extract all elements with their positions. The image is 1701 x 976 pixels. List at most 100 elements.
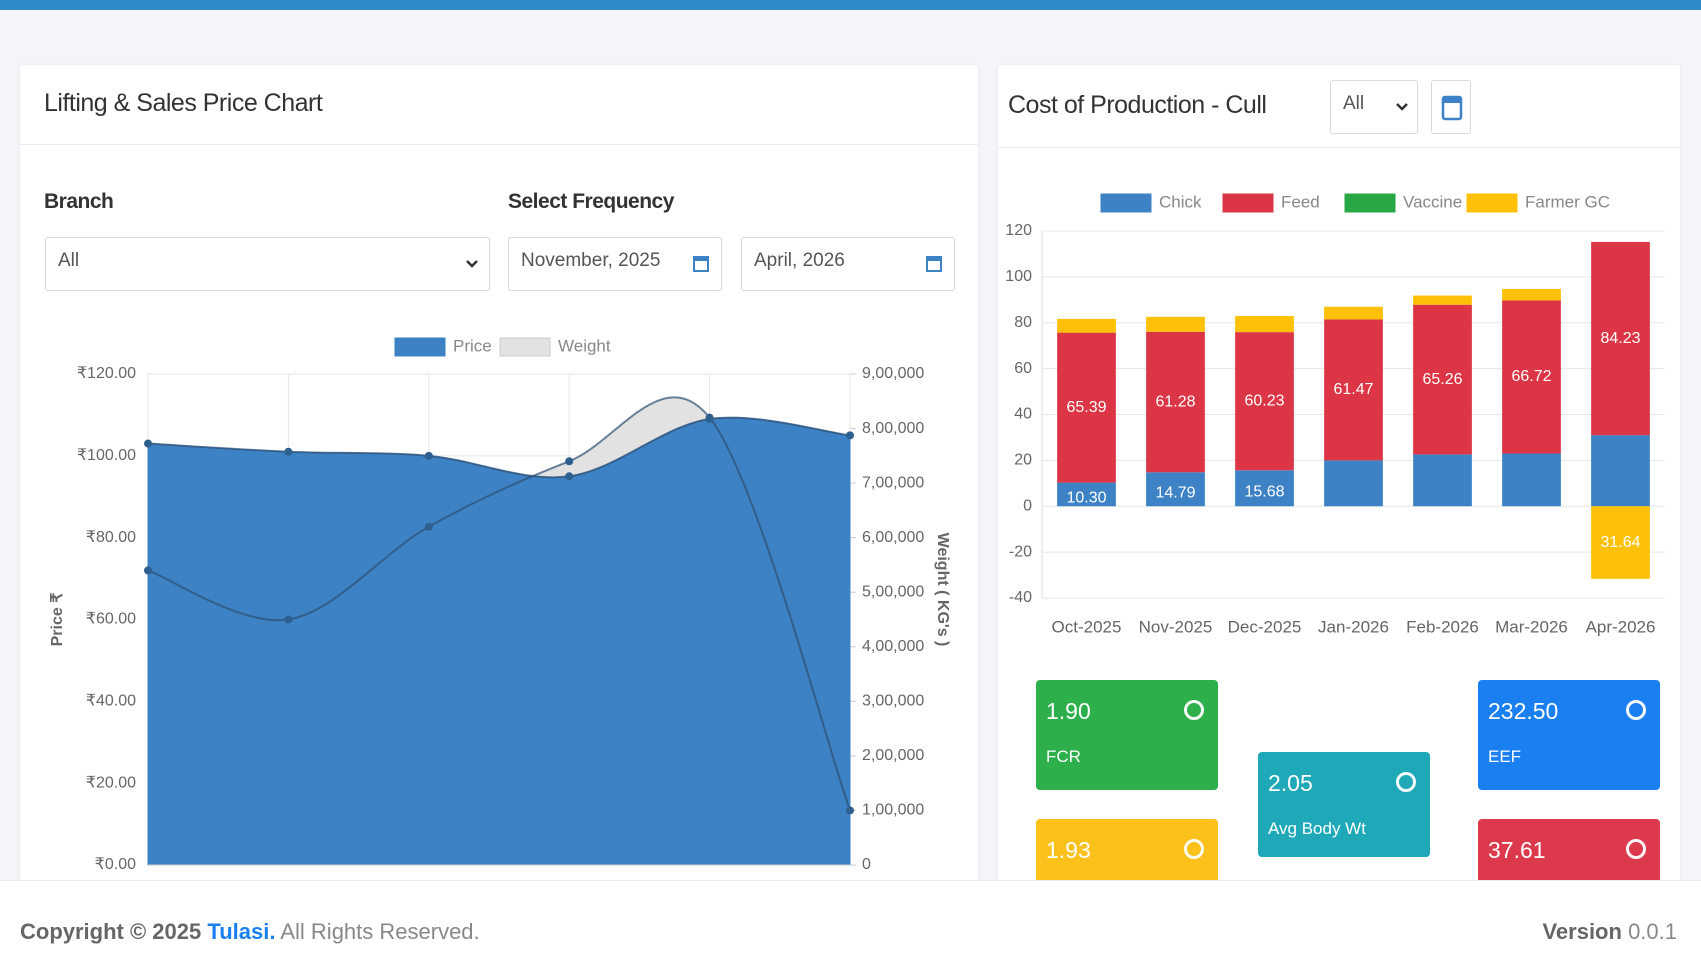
chevron — [1396, 103, 1408, 111]
bar-segment — [1235, 316, 1294, 333]
rights: All Rights Reserved. — [280, 919, 480, 944]
stat-card: 232.50 EEF — [1478, 680, 1660, 790]
chevron — [466, 260, 478, 268]
card-value: 2.05 — [1268, 770, 1313, 796]
calendar-button[interactable] — [1431, 80, 1471, 134]
bar-segment — [1057, 332, 1116, 483]
y-tick-label: 40 — [1014, 406, 1032, 423]
card-icon — [1626, 700, 1646, 720]
y-tick-label: ₹100.00 — [77, 447, 136, 464]
legend-label: Farmer GC — [1525, 192, 1610, 211]
legend-swatch — [499, 337, 551, 357]
y-tick-label: ₹80.00 — [86, 529, 136, 546]
data-label: 60.23 — [1244, 392, 1284, 409]
data-label: 65.39 — [1066, 399, 1106, 416]
bar-segment — [1413, 295, 1472, 305]
data-label: 15.68 — [1244, 483, 1284, 500]
brand-link[interactable]: Tulasi. — [207, 919, 276, 944]
y-tick-label: 80 — [1014, 314, 1032, 331]
footer: Copyright © 2025 Tulasi. All Rights Rese… — [0, 880, 1701, 976]
point — [424, 451, 433, 460]
bar-segment — [1413, 454, 1472, 507]
point — [846, 431, 854, 440]
point — [565, 457, 574, 466]
bar-segment — [1057, 318, 1116, 333]
bar-segment — [1146, 472, 1205, 507]
y-tick-label: 120 — [1005, 222, 1032, 239]
legend-label: Vaccine — [1403, 192, 1462, 211]
point — [424, 522, 433, 531]
card-value: 1.90 — [1046, 698, 1091, 724]
data-label: 61.47 — [1333, 381, 1373, 398]
bar-segment — [1591, 241, 1650, 436]
stat-card: 1.90 FCR — [1036, 680, 1218, 790]
x-tick-label: Oct-2025 — [1052, 617, 1122, 636]
y2-tick-label: 5,00,000 — [862, 583, 924, 600]
legend-swatch — [394, 337, 446, 357]
data-label: 61.28 — [1155, 393, 1195, 410]
legend-swatch — [1222, 193, 1274, 213]
legend-swatch — [1100, 193, 1152, 213]
legend-swatch — [1344, 193, 1396, 213]
legend-label: Weight — [558, 336, 611, 355]
card-icon — [1626, 839, 1646, 859]
x-tick-label: Nov-2025 — [1139, 617, 1213, 636]
card-icon — [1396, 772, 1416, 792]
data-label: 31.64 — [1600, 534, 1640, 551]
card-icon — [1184, 839, 1204, 859]
y2-tick-label: 0 — [862, 856, 871, 873]
version-label: Version — [1542, 919, 1622, 944]
panel-title: Lifting & Sales Price Chart — [44, 89, 323, 117]
bar-segment — [1502, 288, 1561, 301]
copyright: Copyright © 2025 Tulasi. All Rights Rese… — [20, 919, 480, 945]
y2-tick-label: 7,00,000 — [862, 474, 924, 491]
data-label: 66.72 — [1511, 368, 1551, 385]
y2-tick-label: 4,00,000 — [862, 638, 924, 655]
y-tick-label: -40 — [1009, 589, 1032, 606]
y2-tick-label: 3,00,000 — [862, 693, 924, 710]
card-value: 1.93 — [1046, 837, 1091, 863]
x-tick-label: Mar-2026 — [1495, 617, 1568, 636]
y-tick-label: 20 — [1014, 452, 1032, 469]
card-value: 232.50 — [1488, 698, 1559, 724]
divider — [998, 147, 1680, 148]
legend-label: Feed — [1281, 192, 1320, 211]
calendar-icon — [926, 256, 942, 272]
y-tick-label: 60 — [1014, 360, 1032, 377]
divider — [20, 144, 978, 145]
version: Version 0.0.1 — [1542, 919, 1677, 945]
card-label: FCR — [1046, 747, 1081, 766]
bar-segment — [1591, 435, 1650, 507]
filter-select[interactable]: All — [1330, 80, 1418, 134]
from-date[interactable]: November, 2025 — [508, 237, 722, 291]
y-axis-title: Price ₹ — [49, 593, 66, 647]
bar-segment — [1057, 482, 1116, 507]
select-value: All — [58, 250, 80, 271]
version-number: 0.0.1 — [1628, 919, 1677, 944]
frequency-label: Select Frequency — [508, 190, 674, 213]
point — [144, 439, 152, 448]
y-tick-label: ₹120.00 — [77, 365, 136, 382]
x-tick-label: Feb-2026 — [1406, 617, 1479, 636]
bar-segment — [1235, 332, 1294, 471]
date-value: April, 2026 — [754, 250, 845, 271]
calendar-icon — [1441, 95, 1463, 121]
branch-select[interactable]: All — [45, 237, 490, 291]
panel-title: Cost of Production - Cull — [1008, 91, 1267, 119]
bar-segment — [1324, 306, 1383, 320]
top-bar — [0, 0, 1701, 10]
y-tick-label: -20 — [1009, 543, 1032, 560]
bar-segment — [1235, 470, 1294, 507]
card-label: Avg Body Wt — [1268, 819, 1366, 838]
to-date[interactable]: April, 2026 — [741, 237, 955, 291]
data-label: 65.26 — [1422, 371, 1462, 388]
data-label: 84.23 — [1600, 330, 1640, 347]
card-label: EEF — [1488, 747, 1522, 766]
y-tick-label: ₹40.00 — [86, 693, 136, 710]
copyright-text: Copyright © 2025 — [20, 919, 202, 944]
bar-segment — [1146, 316, 1205, 332]
y-tick-label: 100 — [1005, 268, 1032, 285]
data-label: 14.79 — [1155, 485, 1195, 502]
